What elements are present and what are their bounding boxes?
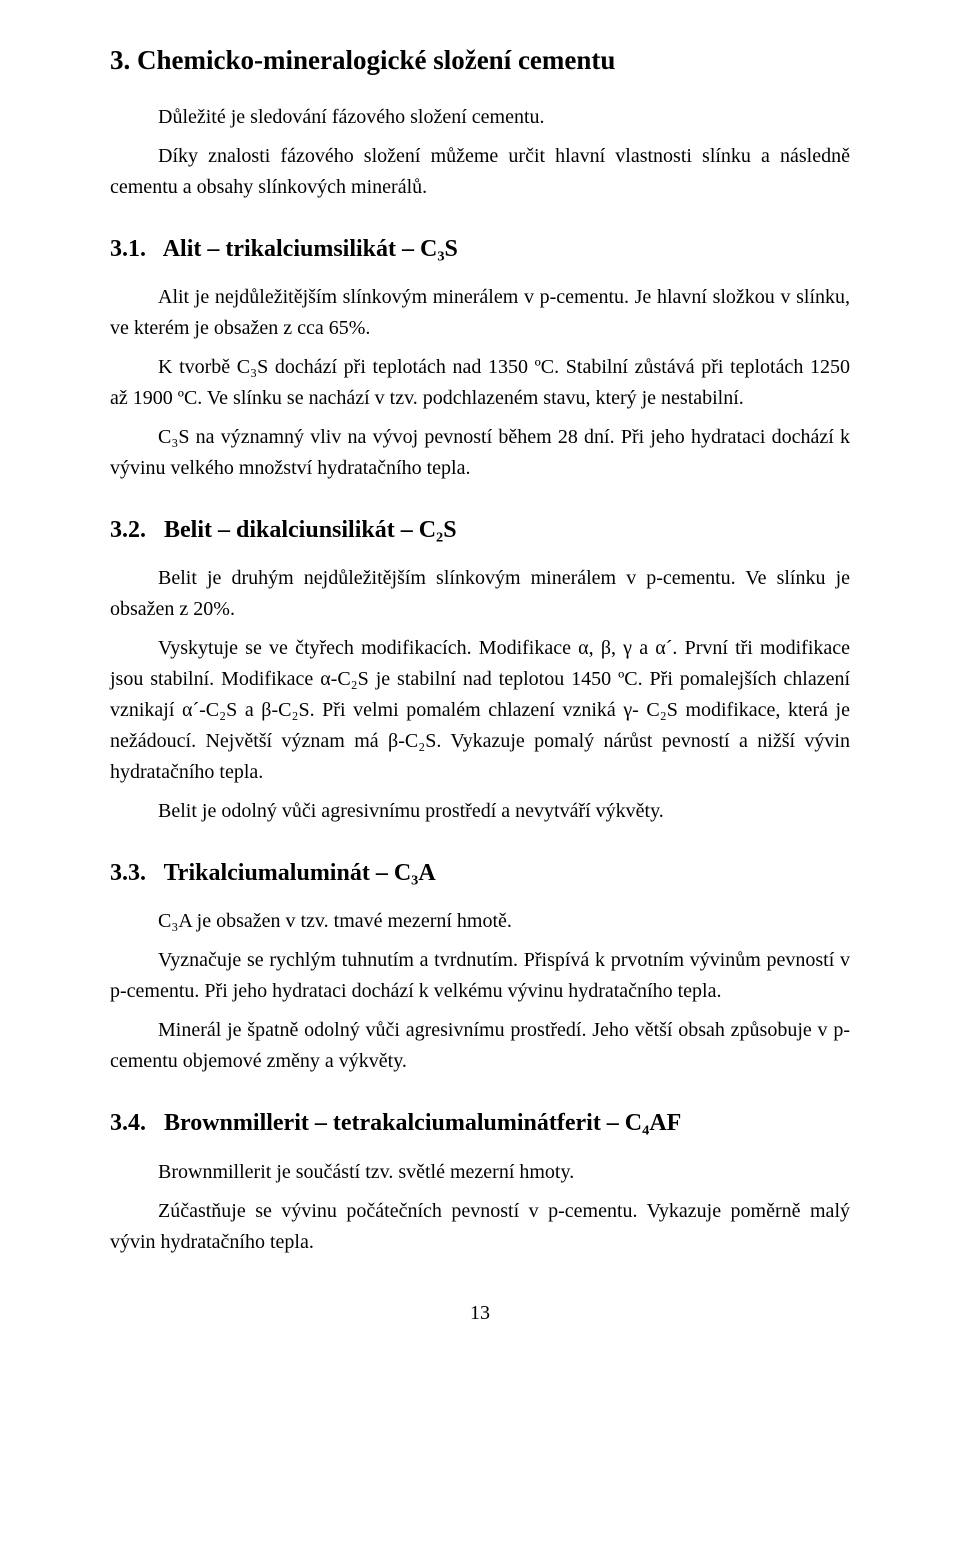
s31-p3: C₃S na významný vliv na vývoj pevností b… [110,422,850,484]
heading-3-1-title: Alit – trikalciumsilikát – C₃S [163,236,458,262]
heading-3-2-num: 3.2. [110,512,158,549]
s33-p2: Vyznačuje se rychlým tuhnutím a tvrdnutí… [110,945,850,1007]
heading-3-4-num: 3.4. [110,1105,158,1142]
heading-3-4: 3.4. Brownmillerit – tetrakalciumaluminá… [110,1105,850,1142]
s32-p3: Belit je odolný vůči agresivnímu prostře… [110,796,850,827]
intro-p2: Díky znalosti fázového složení můžeme ur… [110,141,850,203]
s34-p2: Zúčastňuje se vývinu počátečních pevnost… [110,1196,850,1258]
s34-p1: Brownmillerit je součástí tzv. světlé me… [110,1157,850,1188]
page-number: 13 [110,1298,850,1329]
s31-p1: Alit je nejdůležitějším slínkovým minerá… [110,282,850,344]
heading-3-4-title: Brownmillerit – tetrakalciumaluminátferi… [164,1110,681,1136]
s33-p1: C₃A je obsažen v tzv. tmavé mezerní hmot… [110,906,850,937]
heading-main: 3. Chemicko-mineralogické složení cement… [110,40,850,82]
heading-3-1-num: 3.1. [110,231,158,268]
intro-p1: Důležité je sledování fázového složení c… [110,102,850,133]
heading-3-3: 3.3. Trikalciumaluminát – C₃A [110,855,850,892]
heading-3-2: 3.2. Belit – dikalciunsilikát – C₂S [110,512,850,549]
s31-p2: K tvorbě C₃S dochází při teplotách nad 1… [110,352,850,414]
s32-p1: Belit je druhým nejdůležitějším slínkový… [110,563,850,625]
s32-p2: Vyskytuje se ve čtyřech modifikacích. Mo… [110,633,850,788]
heading-3-1: 3.1. Alit – trikalciumsilikát – C₃S [110,231,850,268]
s33-p3: Minerál je špatně odolný vůči agresivním… [110,1015,850,1077]
heading-3-3-title: Trikalciumaluminát – C₃A [164,860,436,886]
heading-3-3-num: 3.3. [110,855,158,892]
heading-3-2-title: Belit – dikalciunsilikát – C₂S [164,517,457,543]
